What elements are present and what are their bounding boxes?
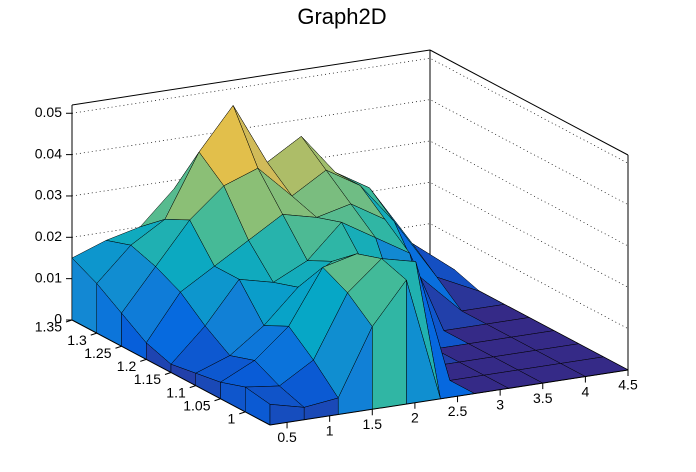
x-tick-label: 2	[411, 409, 419, 425]
y-tick-label: 1.25	[84, 345, 111, 361]
box-edge	[429, 49, 629, 156]
x-tick-label: 4	[581, 383, 589, 399]
x-tick-label: 1.5	[363, 416, 383, 432]
x-tick-label: 3	[496, 396, 504, 412]
x-tick-label: 0.5	[277, 429, 297, 445]
y-tick	[65, 319, 73, 323]
y-tick	[164, 372, 172, 375]
y-tick	[189, 385, 196, 389]
grid-line	[71, 99, 629, 205]
z-tick-label: 0	[54, 311, 62, 327]
y-tick	[90, 332, 97, 336]
y-tick-label: 1.3	[67, 332, 87, 348]
z-tick-label: 0.04	[35, 145, 62, 161]
x-tick-label: 2.5	[448, 403, 468, 419]
y-tick-label: 1.2	[117, 358, 137, 374]
x-tick-label: 1	[326, 423, 334, 439]
y-tick-label: 1.35	[35, 319, 62, 335]
z-tick-label: 0.03	[35, 187, 62, 203]
y-tick-label: 1	[227, 411, 235, 427]
y-tick-label: 1.1	[166, 384, 186, 400]
z-tick-label: 0.01	[35, 269, 62, 285]
y-tick	[115, 345, 122, 349]
z-tick-label: 0.05	[35, 104, 62, 120]
y-tick	[140, 358, 147, 362]
y-tick-label: 1.05	[183, 397, 210, 413]
x-tick-label: 3.5	[533, 390, 553, 406]
grid-line	[71, 57, 629, 164]
y-tick	[214, 398, 221, 402]
x-tick-label: 4.5	[618, 377, 638, 393]
y-tick-label: 1.15	[134, 371, 161, 387]
box-edge	[71, 49, 431, 106]
chart-title: Graph2D	[297, 4, 386, 29]
y-tick	[239, 411, 246, 415]
z-tick-label: 0.02	[35, 228, 62, 244]
